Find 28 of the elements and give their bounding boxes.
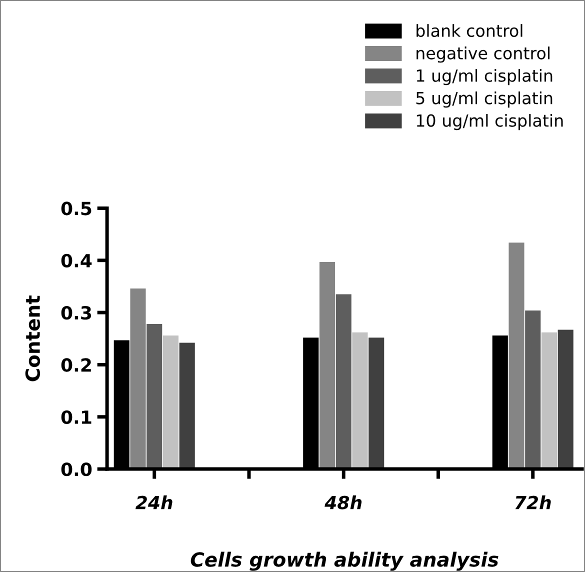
x-tick-label: 72h bbox=[515, 495, 551, 510]
y-axis-title: Content bbox=[25, 296, 40, 382]
legend-label: 5 ug/ml cisplatin bbox=[416, 91, 552, 108]
bar bbox=[368, 338, 384, 470]
bar bbox=[541, 332, 558, 470]
bar bbox=[508, 242, 524, 470]
y-tick-label: 0.3 bbox=[61, 306, 92, 320]
y-tick-label: 0.5 bbox=[61, 202, 92, 216]
y-tick-label: 0.1 bbox=[61, 410, 92, 424]
x-axis-title: Cells growth ability analysis bbox=[190, 552, 498, 571]
x-tick-label: 24h bbox=[136, 495, 172, 510]
y-tick-label: 0.2 bbox=[61, 358, 91, 372]
bar bbox=[525, 310, 541, 470]
bar bbox=[336, 294, 352, 470]
legend-label: negative control bbox=[416, 46, 550, 63]
legend-label: 1 ug/ml cisplatin bbox=[416, 69, 552, 86]
bar bbox=[130, 288, 146, 470]
y-tick-label: 0.0 bbox=[61, 462, 92, 476]
bar bbox=[352, 332, 368, 470]
legend-label: blank control bbox=[416, 24, 522, 37]
legend-label: 10 ug/ml cisplatin bbox=[416, 114, 563, 130]
y-tick-label: 0.4 bbox=[61, 254, 92, 268]
x-tick-label: 48h bbox=[324, 495, 362, 510]
bar bbox=[146, 324, 162, 470]
bar bbox=[319, 262, 336, 470]
bar bbox=[558, 330, 574, 470]
bar bbox=[162, 335, 179, 470]
bar bbox=[179, 342, 195, 470]
